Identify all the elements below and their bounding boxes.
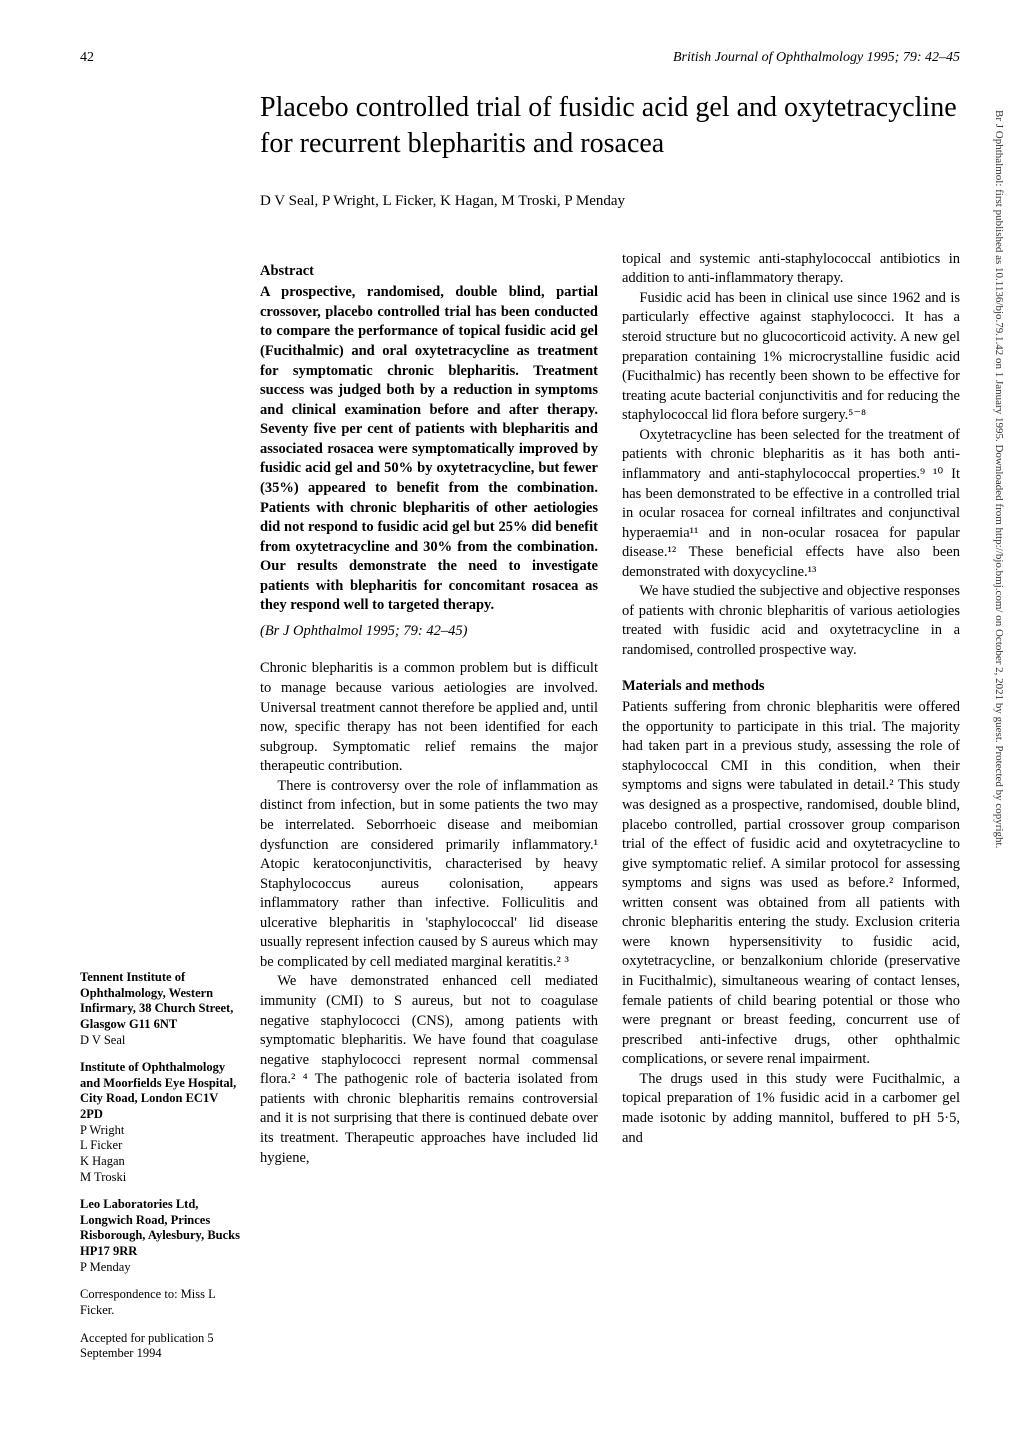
accepted-text: Accepted for publication 5 September 199… <box>80 1331 240 1362</box>
affiliation-1-person: D V Seal <box>80 1033 240 1049</box>
materials-methods-heading: Materials and methods <box>622 677 960 697</box>
affiliation-1-title: Tennent Institute of Ophthalmology, West… <box>80 970 240 1033</box>
abstract-body: A prospective, randomised, double blind,… <box>260 283 598 616</box>
affiliation-2-person-2: L Ficker <box>80 1138 240 1154</box>
col2-paragraph-1: topical and systemic anti-staphylococcal… <box>622 250 960 289</box>
affiliation-2-person-1: P Wright <box>80 1123 240 1139</box>
col2-paragraph-2: Fusidic acid has been in clinical use si… <box>622 289 960 426</box>
affiliation-3: Leo Laboratories Ltd, Longwich Road, Pri… <box>80 1197 240 1275</box>
affiliation-3-person: P Menday <box>80 1260 240 1276</box>
affiliation-2: Institute of Ophthalmology and Moorfield… <box>80 1060 240 1185</box>
correspondence: Correspondence to: Miss L Ficker. <box>80 1287 240 1318</box>
authors: D V Seal, P Wright, L Ficker, K Hagan, M… <box>260 193 960 210</box>
accepted-date: Accepted for publication 5 September 199… <box>80 1331 240 1362</box>
left-column: Abstract A prospective, randomised, doub… <box>260 250 598 1168</box>
col2-paragraph-3: Oxytetracycline has been selected for th… <box>622 426 960 583</box>
affiliation-3-title: Leo Laboratories Ltd, Longwich Road, Pri… <box>80 1197 240 1260</box>
intro-paragraph-2: There is controversy over the role of in… <box>260 777 598 973</box>
intro-paragraph-1: Chronic blepharitis is a common problem … <box>260 659 598 776</box>
right-column: topical and systemic anti-staphylococcal… <box>622 250 960 1168</box>
affiliation-2-title: Institute of Ophthalmology and Moorfield… <box>80 1060 240 1123</box>
correspondence-text: Correspondence to: Miss L Ficker. <box>80 1287 240 1318</box>
article-title: Placebo controlled trial of fusidic acid… <box>260 90 960 163</box>
affiliation-2-person-4: M Troski <box>80 1170 240 1186</box>
col2-paragraph-4: We have studied the subjective and objec… <box>622 582 960 660</box>
page-number: 42 <box>80 50 94 66</box>
watermark-vertical: Br J Ophthalmol: first published as 10.1… <box>985 110 1005 848</box>
abstract-heading: Abstract <box>260 262 598 282</box>
mm-paragraph-1: Patients suffering from chronic blephari… <box>622 698 960 1070</box>
affiliation-2-person-3: K Hagan <box>80 1154 240 1170</box>
intro-paragraph-3: We have demonstrated enhanced cell media… <box>260 972 598 1168</box>
citation: (Br J Ophthalmol 1995; 79: 42–45) <box>260 622 598 642</box>
running-header: British Journal of Ophthalmology 1995; 7… <box>673 50 960 66</box>
affiliation-1: Tennent Institute of Ophthalmology, West… <box>80 970 240 1048</box>
affiliations-sidebar: Tennent Institute of Ophthalmology, West… <box>80 970 240 1374</box>
mm-paragraph-2: The drugs used in this study were Fucith… <box>622 1070 960 1148</box>
